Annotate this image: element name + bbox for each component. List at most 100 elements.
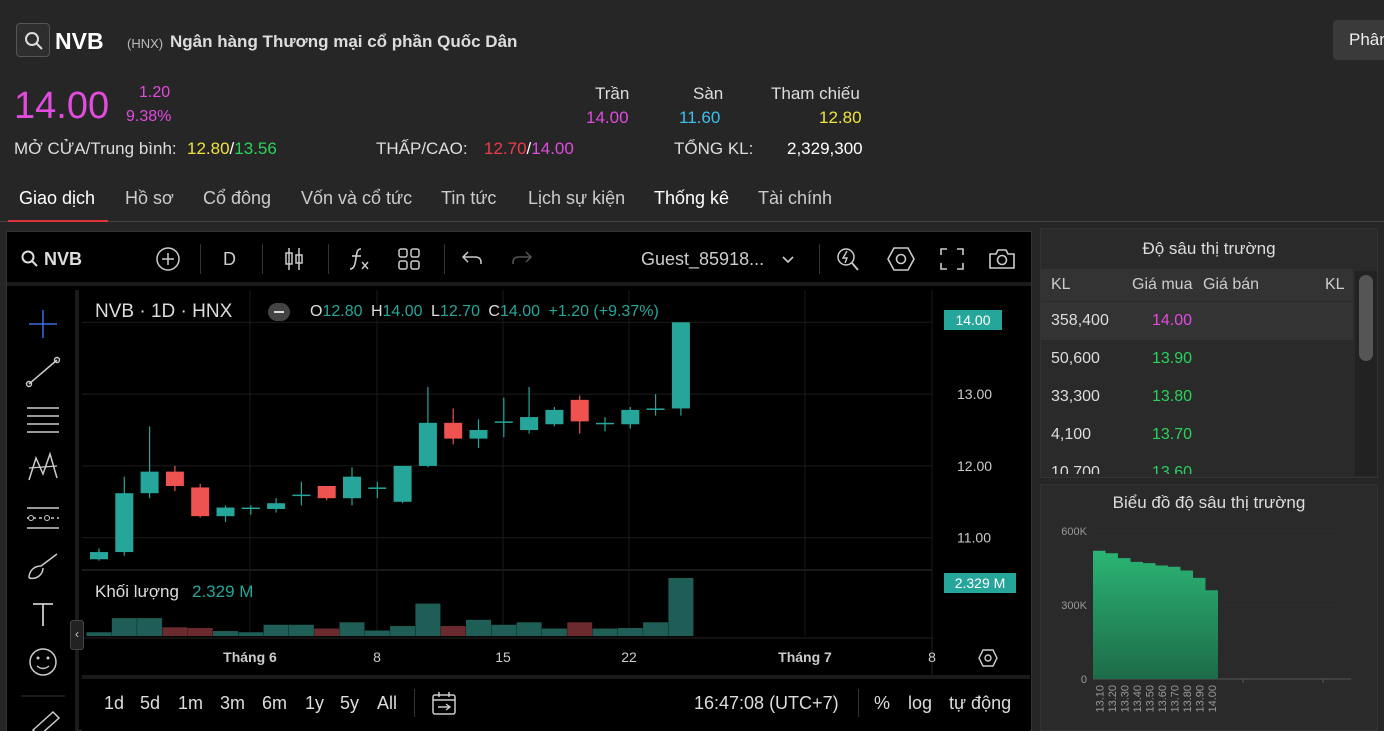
emoji-icon[interactable] [29, 648, 57, 676]
fullscreen-icon [940, 248, 964, 270]
goto-date-button[interactable] [430, 691, 458, 722]
orderbook-header [1041, 269, 1353, 301]
orderbook-scrollbar[interactable] [1355, 271, 1377, 476]
floor-label: Sàn [693, 84, 724, 103]
depth-chart-panel: Biểu đồ độ sâu thị trường 600K 300K 0 13.10… [1040, 484, 1378, 731]
scrollbar-thumb[interactable] [1359, 275, 1373, 361]
x-tick-label: 22 [621, 649, 637, 665]
volume-bar [137, 618, 163, 636]
gear-icon [887, 247, 915, 271]
tab-tai-chinh[interactable]: Tài chính [758, 188, 833, 208]
volume-bar [440, 626, 466, 636]
percent-scale-button[interactable]: % [874, 693, 891, 713]
range-1d[interactable]: 1d [104, 693, 125, 713]
chart-type-button[interactable] [283, 246, 305, 277]
exchange-label: (HNX) [127, 36, 164, 51]
redo-button[interactable] [511, 248, 533, 273]
range-3m[interactable]: 3m [220, 693, 246, 713]
axis-settings-button[interactable] [977, 648, 999, 673]
range-5y[interactable]: 5y [340, 693, 360, 713]
chevron-left-icon: ‹ [75, 627, 79, 641]
compare-symbol-button[interactable] [155, 246, 181, 277]
candle-body [216, 507, 235, 517]
orderbook-row[interactable]: 50,600 13.90 [1051, 350, 1192, 367]
volume-bar [314, 628, 340, 636]
symbol-search-button[interactable] [16, 23, 50, 57]
candle-body [241, 507, 260, 510]
tab-ho-so[interactable]: Hồ sơ [125, 188, 174, 208]
chart-toolbar: NVB D Guest_85918... [7, 232, 1031, 286]
depth-x-tick: 13.90 [1194, 685, 1206, 713]
ohlc-values: O12.80 H14.00 L12.70 C14.00 +1.20 (+9.37… [310, 303, 659, 320]
volume-bar [162, 627, 188, 636]
depth-x-tick: 13.70 [1169, 685, 1181, 713]
range-1y[interactable]: 1y [305, 693, 325, 713]
candle-body [191, 487, 210, 517]
candle-body [545, 409, 564, 425]
orderbook-row[interactable]: 33,300 13.80 [1051, 388, 1192, 405]
fullscreen-button[interactable] [939, 247, 965, 276]
chart-symbol-search[interactable]: NVB [21, 249, 82, 270]
auto-scale-button[interactable]: tự động [949, 693, 1012, 713]
orderbook-row[interactable]: 4,100 13.70 [1051, 426, 1192, 443]
quick-search-button[interactable] [835, 245, 861, 278]
indicators-button[interactable] [347, 246, 371, 277]
screenshot-button[interactable] [987, 247, 1017, 276]
tab-von-co-tuc[interactable]: Vốn và cổ tức [301, 188, 413, 208]
layout-button[interactable] [397, 247, 421, 276]
log-scale-button[interactable]: log [908, 693, 933, 713]
trend-line-icon[interactable] [25, 356, 61, 388]
tab-lich-su-kien[interactable]: Lịch sự kiện [528, 188, 626, 208]
crosshair-icon[interactable] [29, 310, 57, 338]
tab-thong-ke[interactable]: Thống kê [654, 188, 730, 208]
settings-button[interactable] [886, 245, 916, 278]
brush-icon[interactable] [28, 553, 58, 580]
ruler-icon[interactable] [31, 710, 61, 731]
undo-icon [461, 251, 482, 264]
open-avg-values: 12.80/13.56 [187, 139, 277, 158]
x-tick-label: 15 [495, 649, 511, 665]
candle-body [444, 422, 463, 439]
candle-body [418, 422, 437, 466]
username: Guest_85918... [641, 249, 765, 269]
user-menu[interactable]: Guest_85918... [641, 249, 795, 270]
tab-giao-dich[interactable]: Giao dịch [19, 188, 96, 208]
header-ask-price: Giá bán [1203, 276, 1260, 293]
tab-tin-tuc[interactable]: Tin tức [441, 188, 497, 208]
collapse-legend-button[interactable] [268, 303, 290, 321]
reference-value: 12.80 [819, 108, 862, 127]
range-6m[interactable]: 6m [262, 693, 288, 713]
volume-label: Khối lượng [95, 582, 179, 601]
prediction-icon[interactable] [27, 507, 59, 529]
collapse-toolbar-button[interactable]: ‹ [70, 620, 84, 650]
total-volume-label: TỔNG KL: [674, 139, 754, 158]
tab-co-dong[interactable]: Cổ đông [203, 188, 272, 208]
drawing-toolbar [7, 290, 79, 731]
ceiling-value: 14.00 [586, 108, 629, 127]
orderbook-row[interactable]: 358,400 14.00 [1041, 302, 1353, 340]
company-name: Ngân hàng Thương mại cổ phần Quốc Dân [170, 32, 518, 51]
candle-body [469, 430, 488, 439]
ceiling-label: Trần [595, 84, 630, 103]
volume-bar [263, 624, 289, 636]
depth-x-tick: 13.20 [1107, 685, 1119, 713]
redo-icon [512, 251, 533, 264]
analysis-button[interactable]: Phân [1333, 20, 1384, 60]
range-5d[interactable]: 5d [140, 693, 161, 713]
price-chart[interactable]: 13.00 12.00 11.00 Tháng 6 8 15 22 Tháng 7 8 NVB… [70, 290, 1030, 675]
last-price-label: 14.00 [944, 310, 1002, 330]
interval-button[interactable]: D [223, 249, 236, 269]
depth-y-tick: 300K [1061, 600, 1087, 612]
undo-button[interactable] [461, 248, 483, 273]
pattern-icon[interactable] [28, 451, 58, 481]
main-tabs: Giao dịch Hồ sơ Cổ đông Vốn và cổ tức Ti… [0, 178, 1384, 222]
range-1m[interactable]: 1m [178, 693, 204, 713]
candle-body [317, 486, 336, 499]
text-tool-icon[interactable] [33, 603, 53, 626]
range-all[interactable]: All [377, 693, 398, 713]
depth-chart-title: Biểu đồ độ sâu thị trường [1112, 493, 1306, 512]
fib-retracement-icon[interactable] [27, 407, 59, 433]
orderbook-row[interactable]: 10,700 13.60 [1051, 464, 1192, 474]
candle-body [671, 322, 690, 409]
